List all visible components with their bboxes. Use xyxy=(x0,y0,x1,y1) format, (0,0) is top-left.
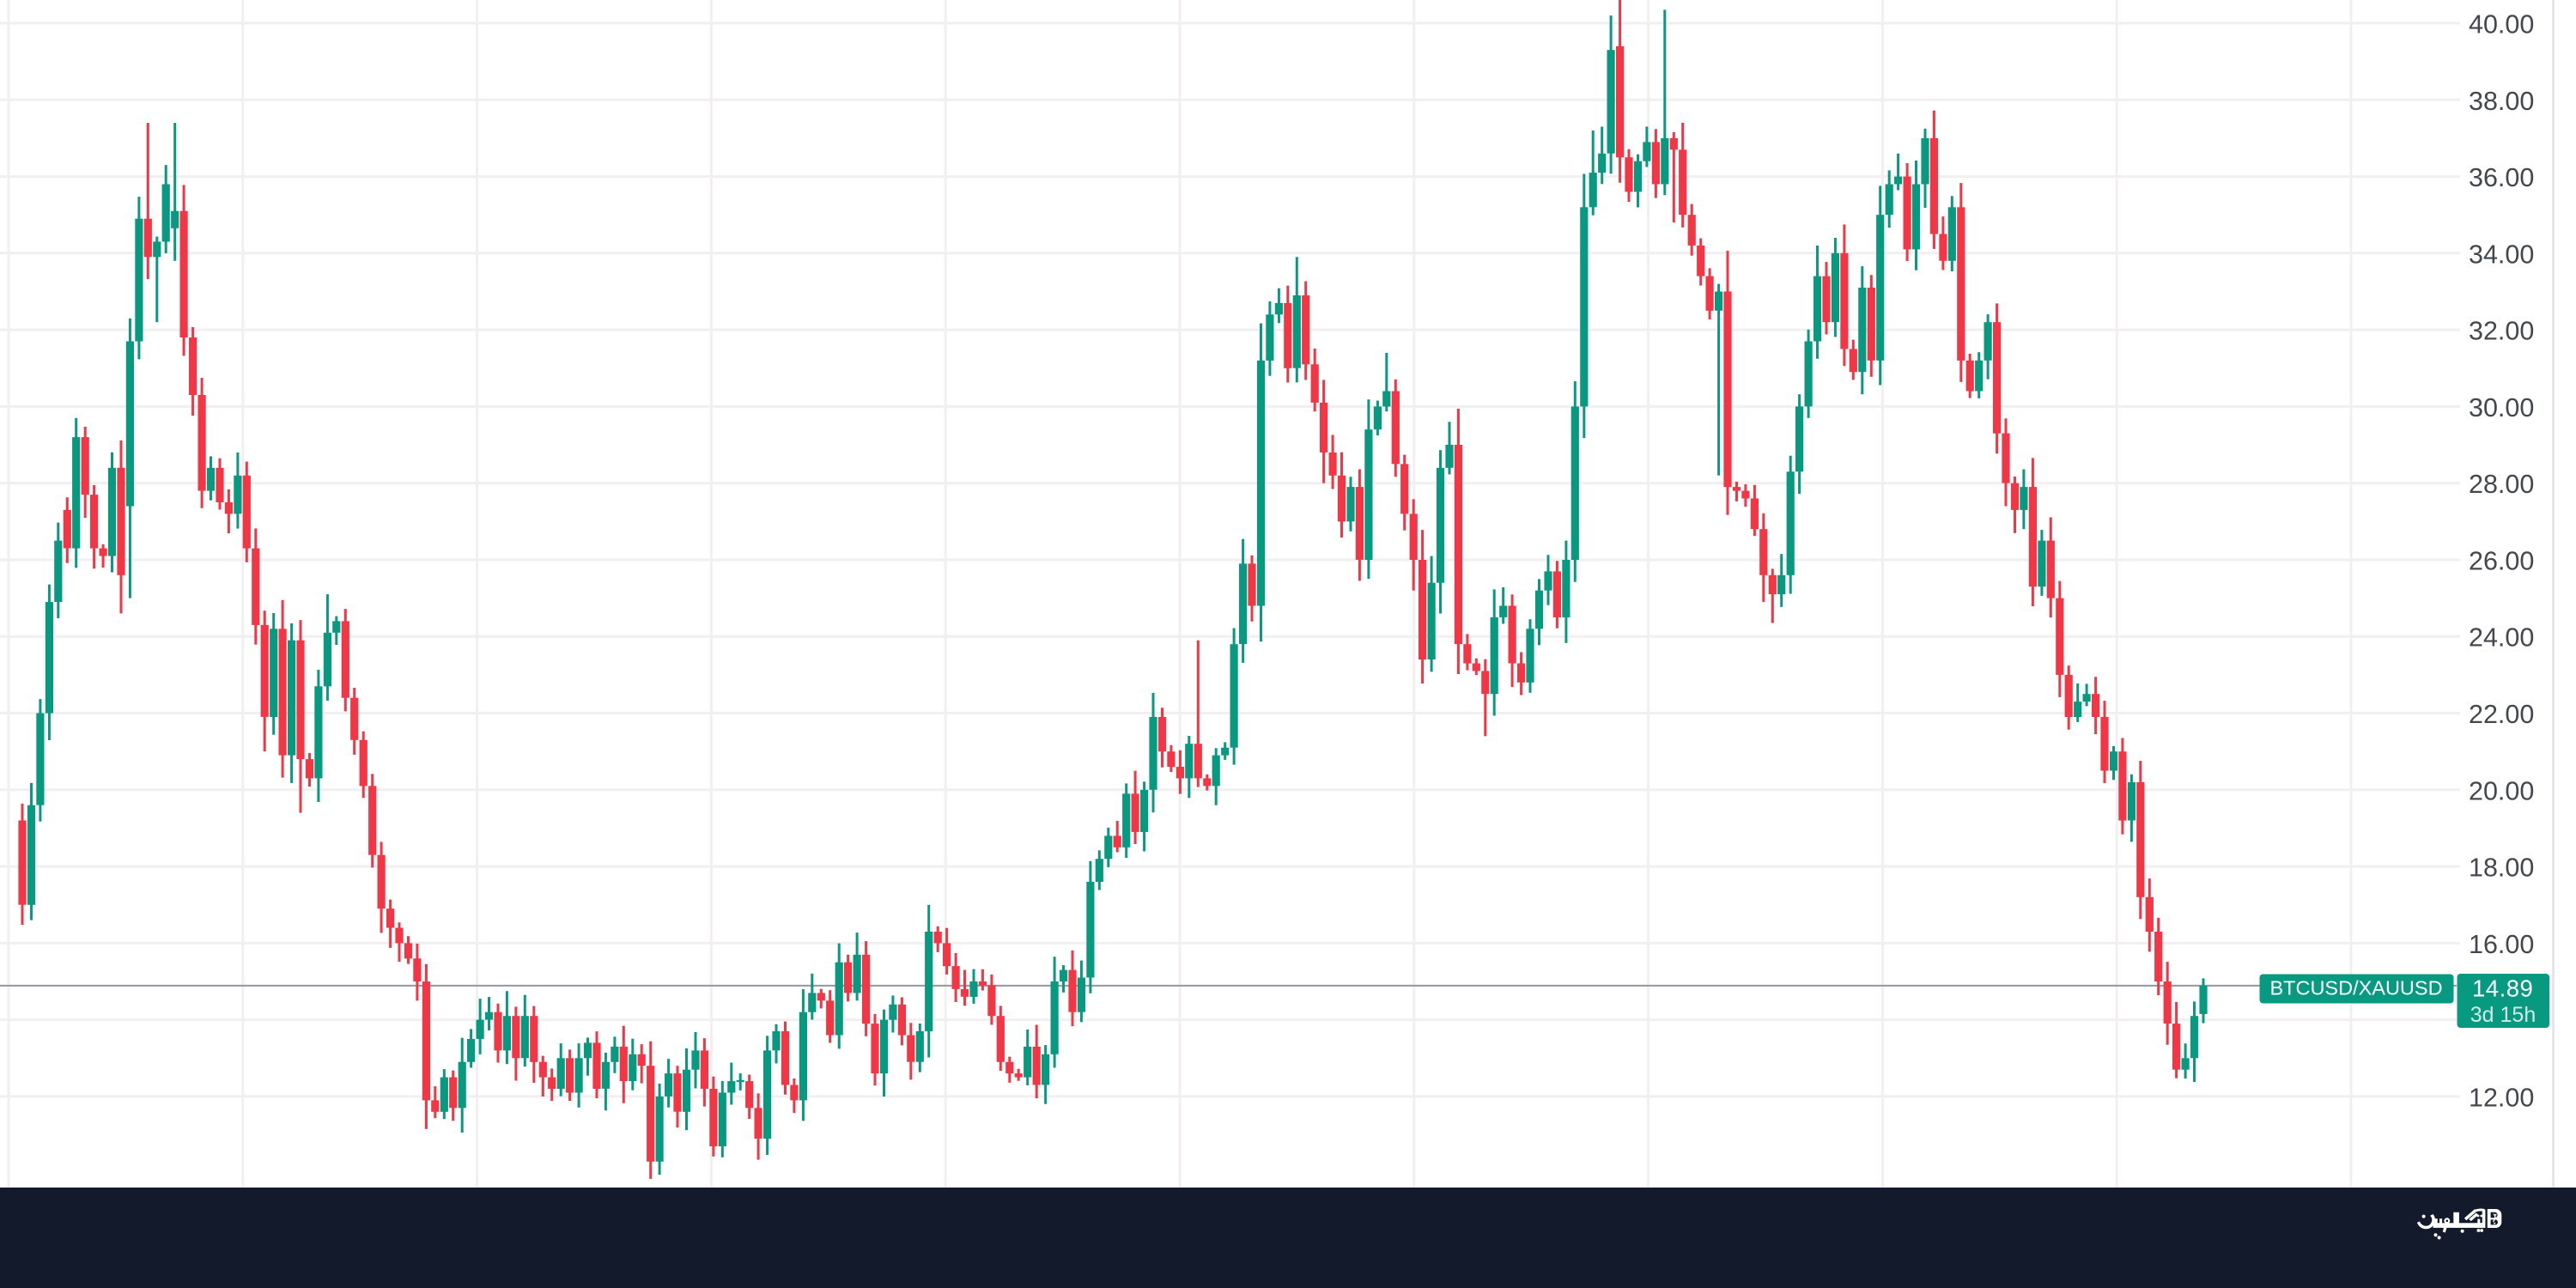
svg-text:26.00: 26.00 xyxy=(2469,547,2534,576)
svg-text:22.00: 22.00 xyxy=(2469,700,2534,729)
svg-text:12.00: 12.00 xyxy=(2469,1083,2534,1112)
svg-text:BTCUSD/XAUUSD: BTCUSD/XAUUSD xyxy=(2269,977,2442,999)
svg-text:16.00: 16.00 xyxy=(2469,930,2534,959)
svg-text:38.00: 38.00 xyxy=(2469,87,2534,116)
svg-text:40.00: 40.00 xyxy=(2469,10,2534,39)
svg-text:14.89: 14.89 xyxy=(2472,975,2533,1002)
svg-text:30.00: 30.00 xyxy=(2469,393,2534,422)
svg-text:32.00: 32.00 xyxy=(2469,317,2534,346)
svg-text:20.00: 20.00 xyxy=(2469,776,2534,805)
svg-text:24.00: 24.00 xyxy=(2469,623,2534,653)
svg-text:28.00: 28.00 xyxy=(2469,470,2534,499)
svg-text:18.00: 18.00 xyxy=(2469,854,2534,883)
svg-text:3d 15h: 3d 15h xyxy=(2470,1003,2536,1027)
svg-text:34.00: 34.00 xyxy=(2469,240,2534,269)
svg-text:36.00: 36.00 xyxy=(2469,163,2534,192)
